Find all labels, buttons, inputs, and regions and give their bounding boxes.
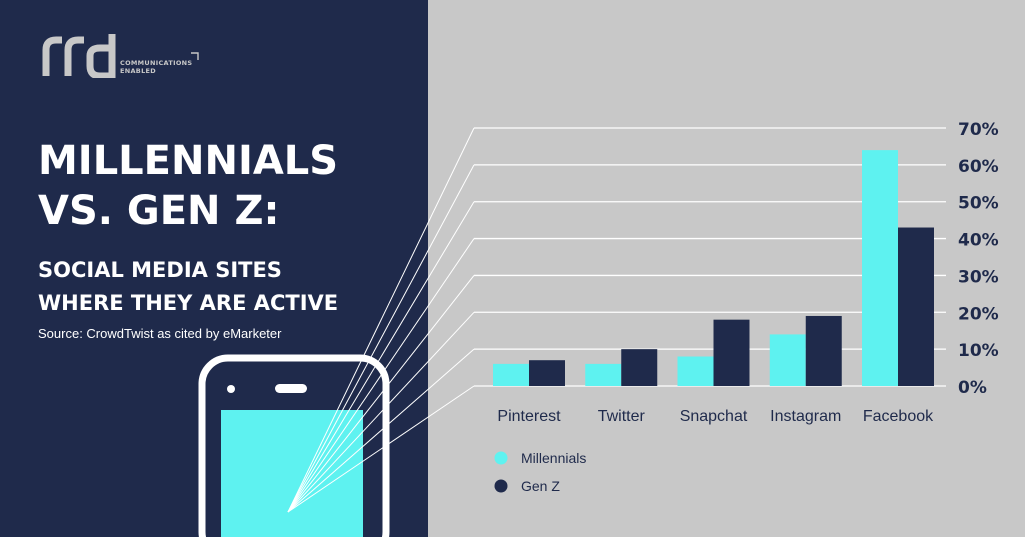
legend-label: Gen Z — [521, 478, 560, 494]
title-line-2: VS. GEN Z: — [38, 188, 280, 234]
logo-tagline-line2: ENABLED — [120, 67, 156, 75]
corner-bracket-icon — [191, 52, 199, 60]
bar-snapchat-genz — [713, 319, 750, 386]
subtitle-line-2: WHERE THEY ARE ACTIVE — [38, 291, 339, 315]
y-tick-label: 30% — [958, 267, 999, 287]
legend-swatch-millennials — [494, 451, 508, 465]
y-axis-ticks: 0% 10% 20% 30% 40% 50% 60% 70% — [958, 120, 999, 398]
projection-line — [287, 311, 475, 513]
projection-line — [287, 275, 475, 513]
projection-lines — [287, 127, 475, 513]
bar-snapchat-millennials — [677, 356, 714, 386]
projection-line — [287, 385, 475, 513]
x-category-label: Facebook — [863, 408, 934, 425]
page-title: MILLENNIALS VS. GEN Z: — [38, 136, 338, 236]
brand-logo: COMMUNICATIONS ENABLED — [42, 32, 212, 82]
y-tick-label: 70% — [958, 120, 999, 140]
projection-line — [287, 348, 475, 513]
phone-camera — [227, 385, 235, 393]
y-tick-label: 50% — [958, 194, 999, 214]
x-axis-categories: Pinterest Twitter Snapchat Instagram Faceboo… — [497, 408, 934, 425]
source-note: Source: CrowdTwist as cited by eMarketer — [38, 326, 282, 341]
y-tick-label: 60% — [958, 157, 999, 177]
y-tick-label: 40% — [958, 231, 999, 251]
bar-facebook-millennials — [862, 150, 898, 386]
bar-instagram-genz — [805, 315, 842, 386]
bar-twitter-millennials — [585, 363, 622, 386]
x-category-label: Pinterest — [497, 408, 561, 425]
bar-facebook-genz — [898, 227, 934, 386]
legend-swatch-genz — [494, 479, 508, 493]
y-tick-label: 10% — [958, 341, 999, 361]
bars — [493, 150, 934, 386]
projection-line — [287, 238, 475, 513]
projection-line — [287, 201, 475, 513]
page-subtitle: SOCIAL MEDIA SITES WHERE THEY ARE ACTIVE — [38, 254, 338, 320]
x-category-label: Instagram — [770, 408, 841, 425]
logo-tagline: COMMUNICATIONS ENABLED — [120, 59, 200, 75]
title-line-1: MILLENNIALS — [38, 138, 339, 184]
bar-pinterest-millennials — [493, 363, 529, 386]
phone-screen — [221, 410, 363, 537]
y-tick-label: 20% — [958, 304, 999, 324]
projection-line — [287, 164, 475, 513]
phone-icon — [198, 354, 390, 537]
logo-tagline-line1: COMMUNICATIONS — [120, 59, 193, 67]
phone-speaker — [275, 384, 307, 393]
bar-twitter-genz — [621, 349, 658, 386]
legend-label: Millennials — [521, 450, 586, 466]
y-tick-label: 0% — [958, 378, 987, 398]
logo-wordmark — [42, 34, 116, 78]
legend: Millennials Gen Z — [494, 450, 586, 494]
projection-line — [287, 127, 475, 513]
bar-pinterest-genz — [529, 360, 565, 386]
x-category-label: Snapchat — [680, 408, 748, 425]
phone-body — [198, 354, 390, 537]
bar-instagram-millennials — [769, 334, 806, 386]
x-category-label: Twitter — [598, 408, 646, 425]
subtitle-line-1: SOCIAL MEDIA SITES — [38, 258, 282, 282]
